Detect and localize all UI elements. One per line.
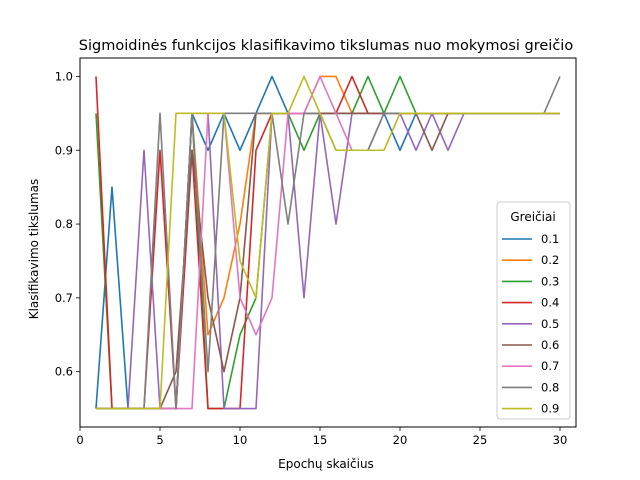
x-tick-label: 0 [76,433,83,447]
series-line-0.6 [96,112,560,410]
legend-label: 0.3 [541,274,559,288]
series-line-0.5 [96,112,560,410]
plot-series [95,75,561,410]
legend-label: 0.7 [541,359,559,373]
legend-label: 0.1 [541,232,559,246]
x-axis-label: Epochų skaičius [278,457,374,471]
y-axis-label: Klasifikavimo tikslumas [27,179,41,320]
plot-frame [79,57,577,428]
x-tick-label: 15 [313,433,328,447]
series-line-0.9 [96,75,560,410]
y-tick-label: 0.9 [55,143,73,157]
series-line-0.4 [95,75,560,410]
x-tick-label: 30 [553,433,568,447]
x-tick-label: 5 [156,433,163,447]
y-tick-label: 0.8 [55,217,73,231]
y-tick-label: 0.7 [55,291,73,305]
chart-title: Sigmoidinės funkcijos klasifikavimo tiks… [79,38,574,54]
legend: Greičiai 0.1 0.2 0.3 0.4 0.5 0.6 0.7 0.8 0.9 [496,201,571,420]
x-tick-label: 20 [393,433,408,447]
y-axis-ticks: 0.6 0.7 0.8 0.9 1.0 [55,69,80,379]
legend-label: 0.9 [541,402,559,416]
legend-label: 0.6 [541,338,559,352]
legend-label: 0.8 [541,380,559,394]
legend-box [496,201,571,420]
x-tick-label: 25 [473,433,488,447]
y-tick-label: 0.6 [55,365,73,379]
y-tick-label: 1.0 [55,69,73,83]
x-tick-label: 10 [233,433,248,447]
x-axis-ticks: 0 5 10 15 20 25 30 [76,427,567,447]
legend-label: 0.5 [541,317,559,331]
legend-title: Greičiai [510,210,555,224]
legend-items: 0.1 0.2 0.3 0.4 0.5 0.6 0.7 0.8 0.9 [502,232,559,416]
legend-label: 0.2 [541,253,559,267]
legend-label: 0.4 [541,296,559,310]
